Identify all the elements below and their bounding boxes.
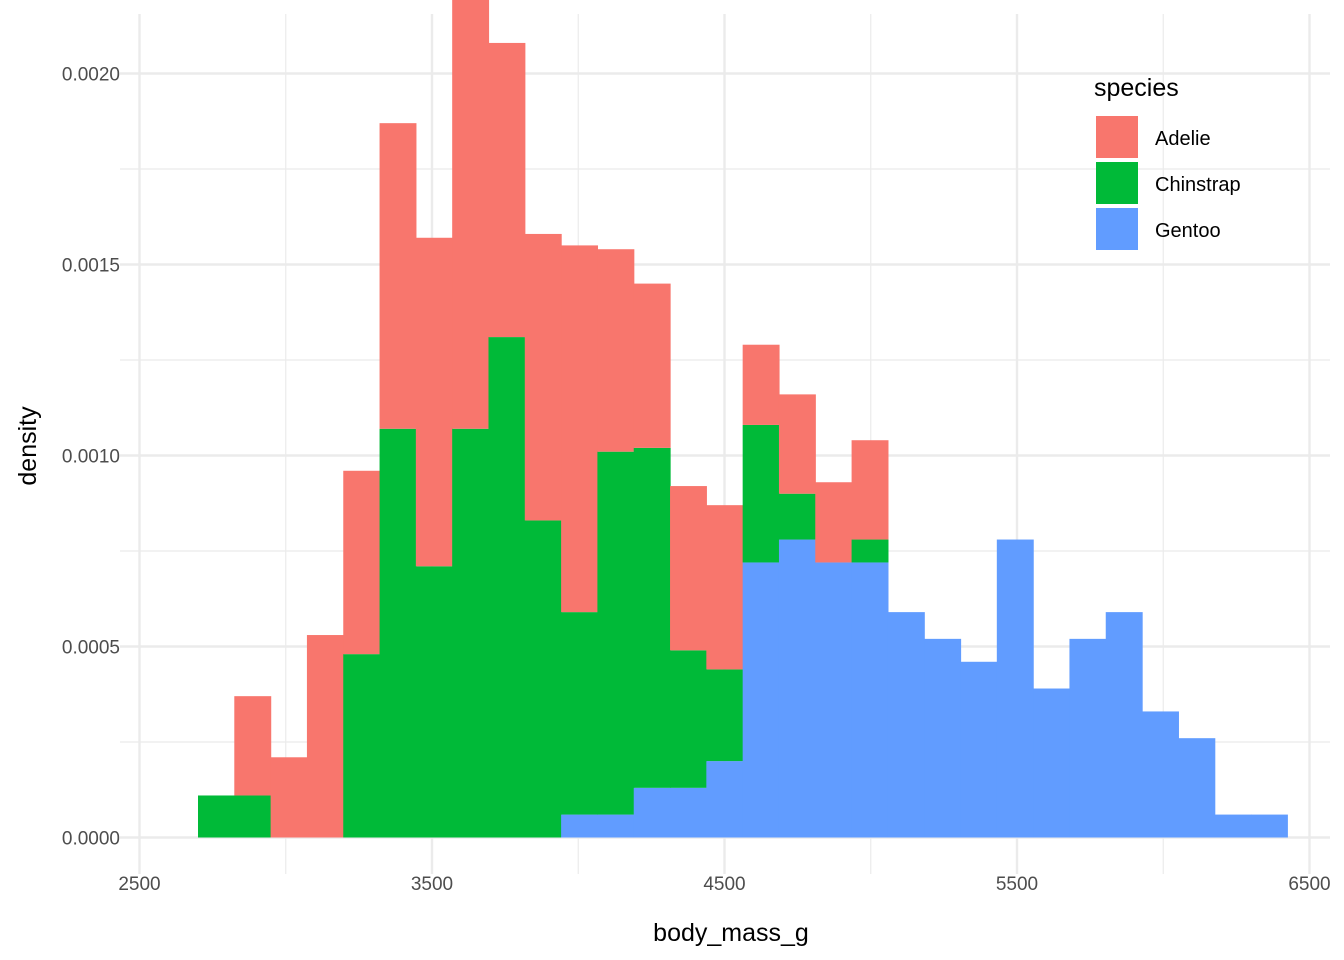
bar-gentoo-bin-11 <box>597 814 635 838</box>
legend-swatch-adelie <box>1096 116 1138 158</box>
x-axis-ticks: 2500 3500 4500 5500 6500 <box>118 874 1330 895</box>
bar-gentoo-bin-10 <box>561 814 599 838</box>
bar-adelie-bin-12 <box>633 283 671 448</box>
bar-adelie-bin-4 <box>343 470 381 655</box>
bar-gentoo-bin-15 <box>742 562 780 838</box>
bar-chinstrap-bin-8 <box>488 337 526 838</box>
legend-label-chinstrap: Chinstrap <box>1155 174 1241 196</box>
histogram-bars <box>198 0 1288 838</box>
bar-gentoo-bin-27 <box>1178 738 1216 838</box>
x-tick-label: 4500 <box>703 874 745 895</box>
bar-chinstrap-bin-12 <box>633 447 671 788</box>
legend-swatch-chinstrap <box>1096 162 1138 204</box>
bar-gentoo-bin-20 <box>924 638 962 838</box>
bar-gentoo-bin-26 <box>1142 711 1179 838</box>
bar-adelie-bin-7 <box>452 0 490 429</box>
bar-chinstrap-bin-10 <box>561 612 599 815</box>
bar-chinstrap-bin-6 <box>415 566 453 838</box>
bar-adelie-bin-5 <box>379 123 417 429</box>
bar-gentoo-bin-14 <box>706 761 744 838</box>
bar-chinstrap-bin-16 <box>778 493 816 540</box>
bar-gentoo-bin-22 <box>996 539 1034 838</box>
bar-adelie-bin-9 <box>524 233 562 521</box>
bar-chinstrap-bin-4 <box>343 654 381 838</box>
x-axis-title: body_mass_g <box>653 919 809 947</box>
bar-adelie-bin-15 <box>742 344 780 425</box>
bar-gentoo-bin-19 <box>887 612 925 838</box>
legend-items: Adelie Chinstrap Gentoo <box>1096 116 1241 250</box>
y-tick-label: 0.0015 <box>62 256 120 277</box>
x-tick-label: 2500 <box>118 874 160 895</box>
bar-gentoo-bin-17 <box>815 562 853 838</box>
bar-adelie-bin-16 <box>778 394 816 494</box>
bar-adelie-bin-6 <box>415 237 453 567</box>
bar-gentoo-bin-13 <box>670 787 707 838</box>
bar-gentoo-bin-21 <box>960 661 998 838</box>
bar-adelie-bin-17 <box>815 482 853 563</box>
legend: species Adelie Chinstrap Gentoo <box>1094 74 1241 250</box>
bar-gentoo-bin-29 <box>1251 814 1288 838</box>
bar-adelie-bin-13 <box>670 486 707 651</box>
y-tick-label: 0.0000 <box>62 829 120 850</box>
bar-gentoo-bin-24 <box>1069 638 1107 838</box>
bar-adelie-bin-3 <box>306 635 344 838</box>
bar-gentoo-bin-23 <box>1033 688 1071 838</box>
legend-label-adelie: Adelie <box>1155 128 1211 150</box>
bar-chinstrap-bin-1 <box>234 795 272 838</box>
y-tick-label: 0.0005 <box>62 638 120 659</box>
y-axis-ticks: 0.0000 0.0005 0.0010 0.0015 0.0020 <box>62 65 120 850</box>
x-tick-label: 6500 <box>1288 874 1330 895</box>
bar-chinstrap-bin-13 <box>670 650 707 788</box>
bar-gentoo-bin-25 <box>1105 612 1143 838</box>
bar-chinstrap-bin-9 <box>524 520 562 838</box>
bar-adelie-bin-11 <box>597 249 635 452</box>
bar-gentoo-bin-28 <box>1214 814 1252 838</box>
y-tick-label: 0.0010 <box>62 447 120 468</box>
legend-title: species <box>1094 74 1179 102</box>
bar-chinstrap-bin-7 <box>452 428 490 838</box>
bar-chinstrap-bin-5 <box>379 428 417 838</box>
bar-chinstrap-bin-11 <box>597 451 635 815</box>
bar-adelie-bin-1 <box>234 696 272 796</box>
x-tick-label: 5500 <box>996 874 1038 895</box>
y-axis-title: density <box>14 406 42 486</box>
bar-adelie-bin-10 <box>561 245 599 613</box>
legend-label-gentoo: Gentoo <box>1155 220 1221 242</box>
y-tick-label: 0.0020 <box>62 65 120 86</box>
bar-chinstrap-bin-15 <box>742 424 780 563</box>
bar-gentoo-bin-12 <box>633 787 671 838</box>
bar-gentoo-bin-16 <box>778 539 816 838</box>
x-tick-label: 3500 <box>411 874 453 895</box>
bar-chinstrap-bin-0 <box>198 795 235 838</box>
bar-adelie-bin-18 <box>851 440 889 540</box>
bar-adelie-bin-2 <box>270 757 308 838</box>
bar-adelie-bin-8 <box>488 42 526 338</box>
bar-adelie-bin-14 <box>706 505 744 670</box>
bar-chinstrap-bin-14 <box>706 669 744 762</box>
bar-chinstrap-bin-18 <box>851 539 889 563</box>
legend-swatch-gentoo <box>1096 208 1138 250</box>
bar-gentoo-bin-18 <box>851 562 889 838</box>
